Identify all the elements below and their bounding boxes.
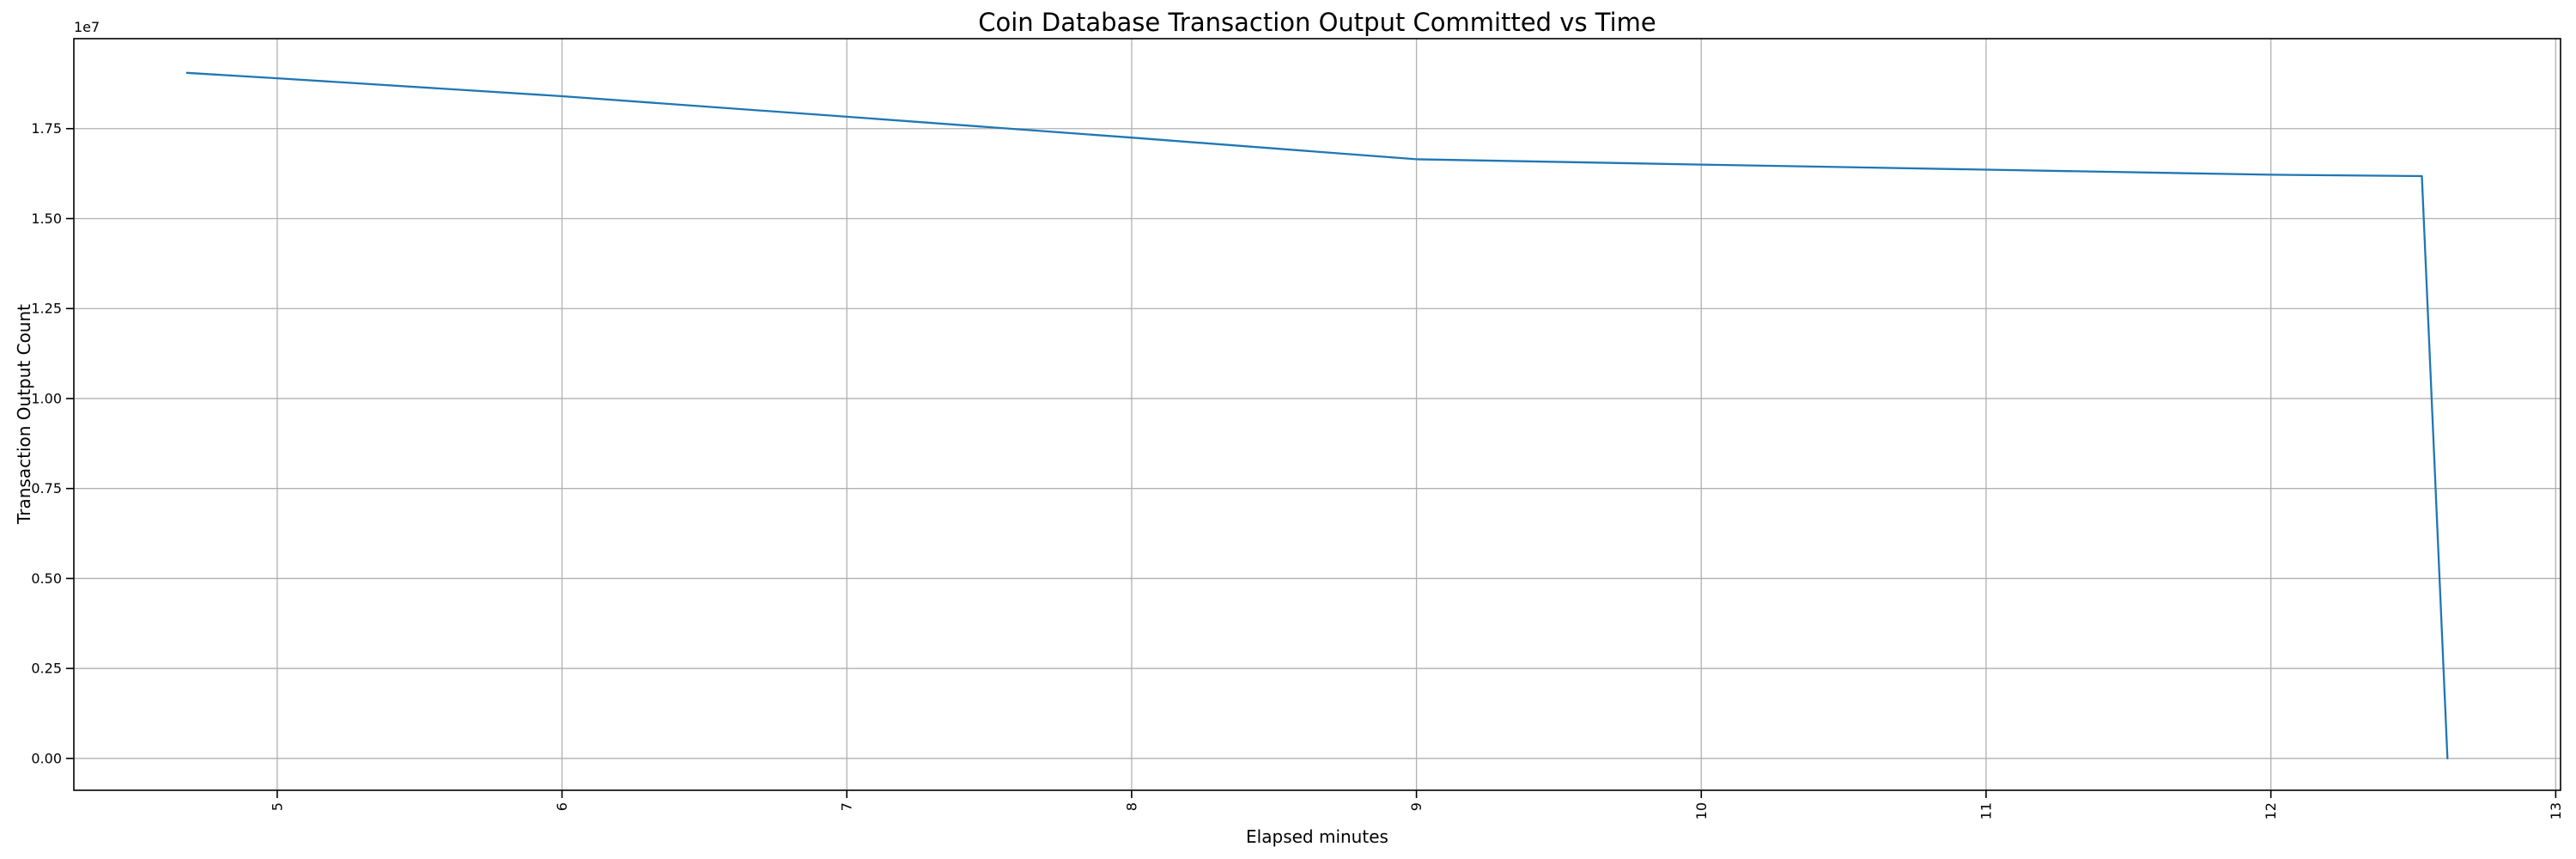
y-tick-label: 1.25 <box>31 301 62 317</box>
x-tick-label: 11 <box>1978 802 1994 819</box>
y-tick-label: 1.00 <box>31 390 62 406</box>
x-tick-label: 9 <box>1408 802 1425 811</box>
x-tick-label: 8 <box>1123 802 1139 811</box>
x-tick-label: 5 <box>269 802 285 811</box>
x-tick-label: 13 <box>2548 802 2564 819</box>
x-tick-label: 7 <box>839 802 855 811</box>
y-tick-label: 0.75 <box>31 480 62 497</box>
x-tick-label: 6 <box>554 802 570 811</box>
x-axis-label: Elapsed minutes <box>1246 826 1388 847</box>
x-tick-label: 12 <box>2263 802 2279 819</box>
series-line-transaction-output-count <box>185 71 2449 760</box>
chart-title: Coin Database Transaction Output Committ… <box>978 8 1656 37</box>
y-axis-offset-label: 1e7 <box>74 19 100 35</box>
y-tick-label: 1.75 <box>31 120 62 137</box>
y-tick-label: 1.50 <box>31 210 62 227</box>
axes-spines <box>73 38 2561 791</box>
x-tick-label: 10 <box>1693 802 1710 819</box>
y-tick-label: 0.25 <box>31 661 62 677</box>
y-axis-label: Transaction Output Count <box>14 304 34 524</box>
y-tick-label: 0.50 <box>31 570 62 587</box>
y-tick-label: 0.00 <box>31 750 62 766</box>
